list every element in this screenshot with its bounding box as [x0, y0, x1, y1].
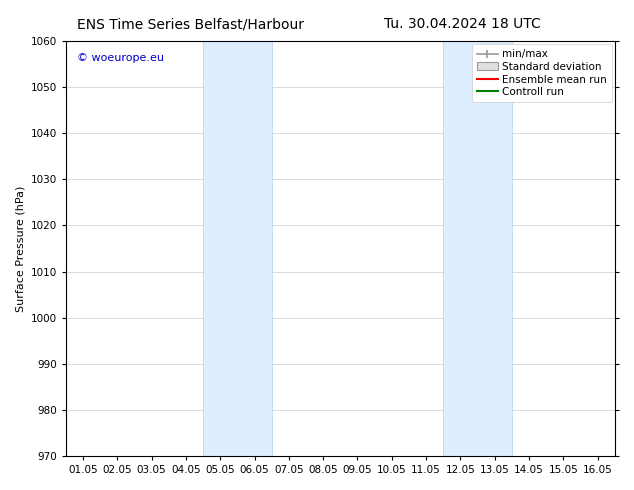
- Bar: [443, 41, 512, 456]
- Text: ENS Time Series Belfast/Harbour: ENS Time Series Belfast/Harbour: [77, 17, 304, 31]
- Text: Tu. 30.04.2024 18 UTC: Tu. 30.04.2024 18 UTC: [384, 17, 541, 31]
- Y-axis label: Surface Pressure (hPa): Surface Pressure (hPa): [15, 185, 25, 312]
- Text: © woeurope.eu: © woeurope.eu: [77, 53, 164, 64]
- Legend: min/max, Standard deviation, Ensemble mean run, Controll run: min/max, Standard deviation, Ensemble me…: [472, 44, 612, 102]
- Bar: [203, 41, 272, 456]
